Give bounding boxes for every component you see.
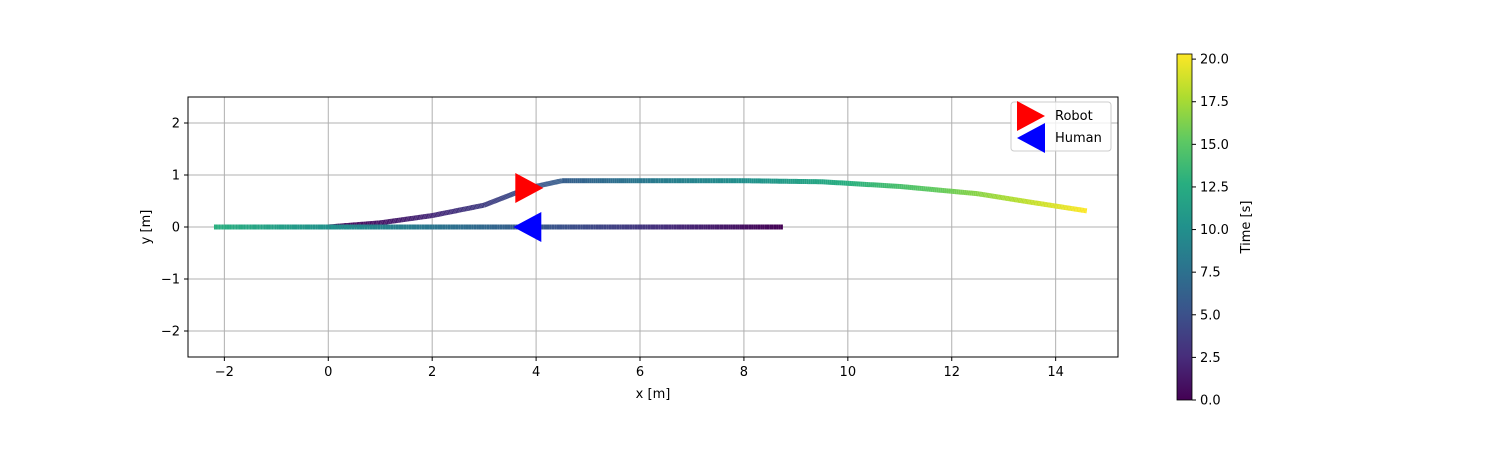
- colorbar-tick-label: 2.5: [1200, 351, 1221, 366]
- legend-robot-marker-icon: [1017, 101, 1045, 131]
- legend: Robot Human: [1010, 101, 1112, 153]
- x-tick-label: 12: [943, 365, 960, 380]
- colorbar-tick-label: 15.0: [1200, 138, 1229, 153]
- legend-human-label: Human: [1055, 131, 1102, 146]
- y-tick-label: −2: [161, 325, 180, 340]
- x-axis-ticks: −2 0 2 4 6 8 10 12 14: [215, 357, 1064, 380]
- y-axis-label: y [m]: [139, 210, 154, 245]
- colorbar-tick-label: 12.5: [1200, 180, 1229, 195]
- legend-robot-label: Robot: [1055, 109, 1093, 124]
- x-tick-label: 2: [428, 365, 436, 380]
- colorbar-tick-label: 7.5: [1200, 266, 1221, 281]
- x-tick-label: 6: [636, 365, 644, 380]
- colorbar-ticks: 0.0 2.5 5.0 7.5 10.0 12.5 15.0 17.5 20.0: [1192, 53, 1229, 409]
- x-tick-label: 14: [1047, 365, 1064, 380]
- colorbar-tick-label: 20.0: [1200, 53, 1229, 68]
- trajectory-paths: [213, 178, 1088, 230]
- trajectory-markers: [513, 173, 544, 242]
- colorbar-tick-label: 5.0: [1200, 308, 1221, 323]
- human-position-marker: [513, 212, 542, 242]
- x-tick-label: 8: [740, 365, 748, 380]
- colorbar-tick-label: 10.0: [1200, 223, 1229, 238]
- y-tick-label: 1: [172, 169, 180, 184]
- y-tick-label: 2: [172, 117, 180, 132]
- colorbar-tick-label: 0.0: [1200, 394, 1221, 409]
- x-tick-label: 0: [324, 365, 332, 380]
- x-tick-label: 10: [840, 365, 857, 380]
- x-tick-label: 4: [532, 365, 540, 380]
- x-tick-label: −2: [215, 365, 234, 380]
- colorbar-tick-label: 17.5: [1200, 95, 1229, 110]
- x-axis-label: x [m]: [636, 387, 671, 402]
- colorbar-label: Time [s]: [1239, 201, 1254, 255]
- y-axis-ticks: −2 −1 0 1 2: [161, 117, 188, 340]
- colorbar: 0.0 2.5 5.0 7.5 10.0 12.5 15.0 17.5 20.0 Time [s…: [1176, 53, 1254, 409]
- colorbar-gradient: [1176, 53, 1193, 401]
- y-tick-label: −1: [161, 273, 180, 288]
- legend-human-marker-icon: [1017, 123, 1045, 153]
- y-tick-label: 0: [172, 221, 180, 236]
- robot-position-marker: [515, 173, 544, 203]
- robot-trajectory: [328, 178, 1088, 230]
